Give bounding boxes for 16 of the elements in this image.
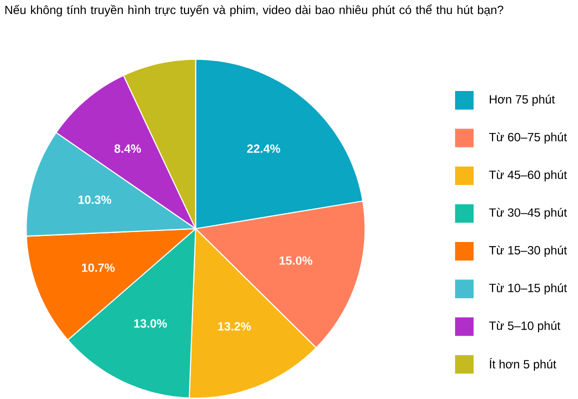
legend-label: Hơn 75 phút [490,94,555,106]
legend-label: Từ 30–45 phút [489,208,567,220]
data-label: 8.4% [114,144,141,153]
legend-label: Từ 45–60 phút [489,170,567,182]
chart-title: Nếu không tính truyền hình trực tuyến và phim, video dài bao nhiêu phút có thể thu hút bạn? [5,4,504,17]
data-label: 22.4% [247,144,280,153]
legend-label: Từ 15–30 phút [489,246,567,257]
legend-label: Từ 10–15 phút [489,283,567,295]
data-label: 15.0% [280,256,312,265]
data-label: 10.3% [78,196,112,204]
legend-label: Từ 5–10 phút [489,321,560,332]
data-label: 13.0% [134,319,167,328]
data-label: 13.2% [218,322,251,331]
data-label: 10.7% [82,264,115,272]
legend-label: Từ 60–75 phút [489,132,567,144]
legend-label: Ít hơn 5 phút [490,358,556,371]
